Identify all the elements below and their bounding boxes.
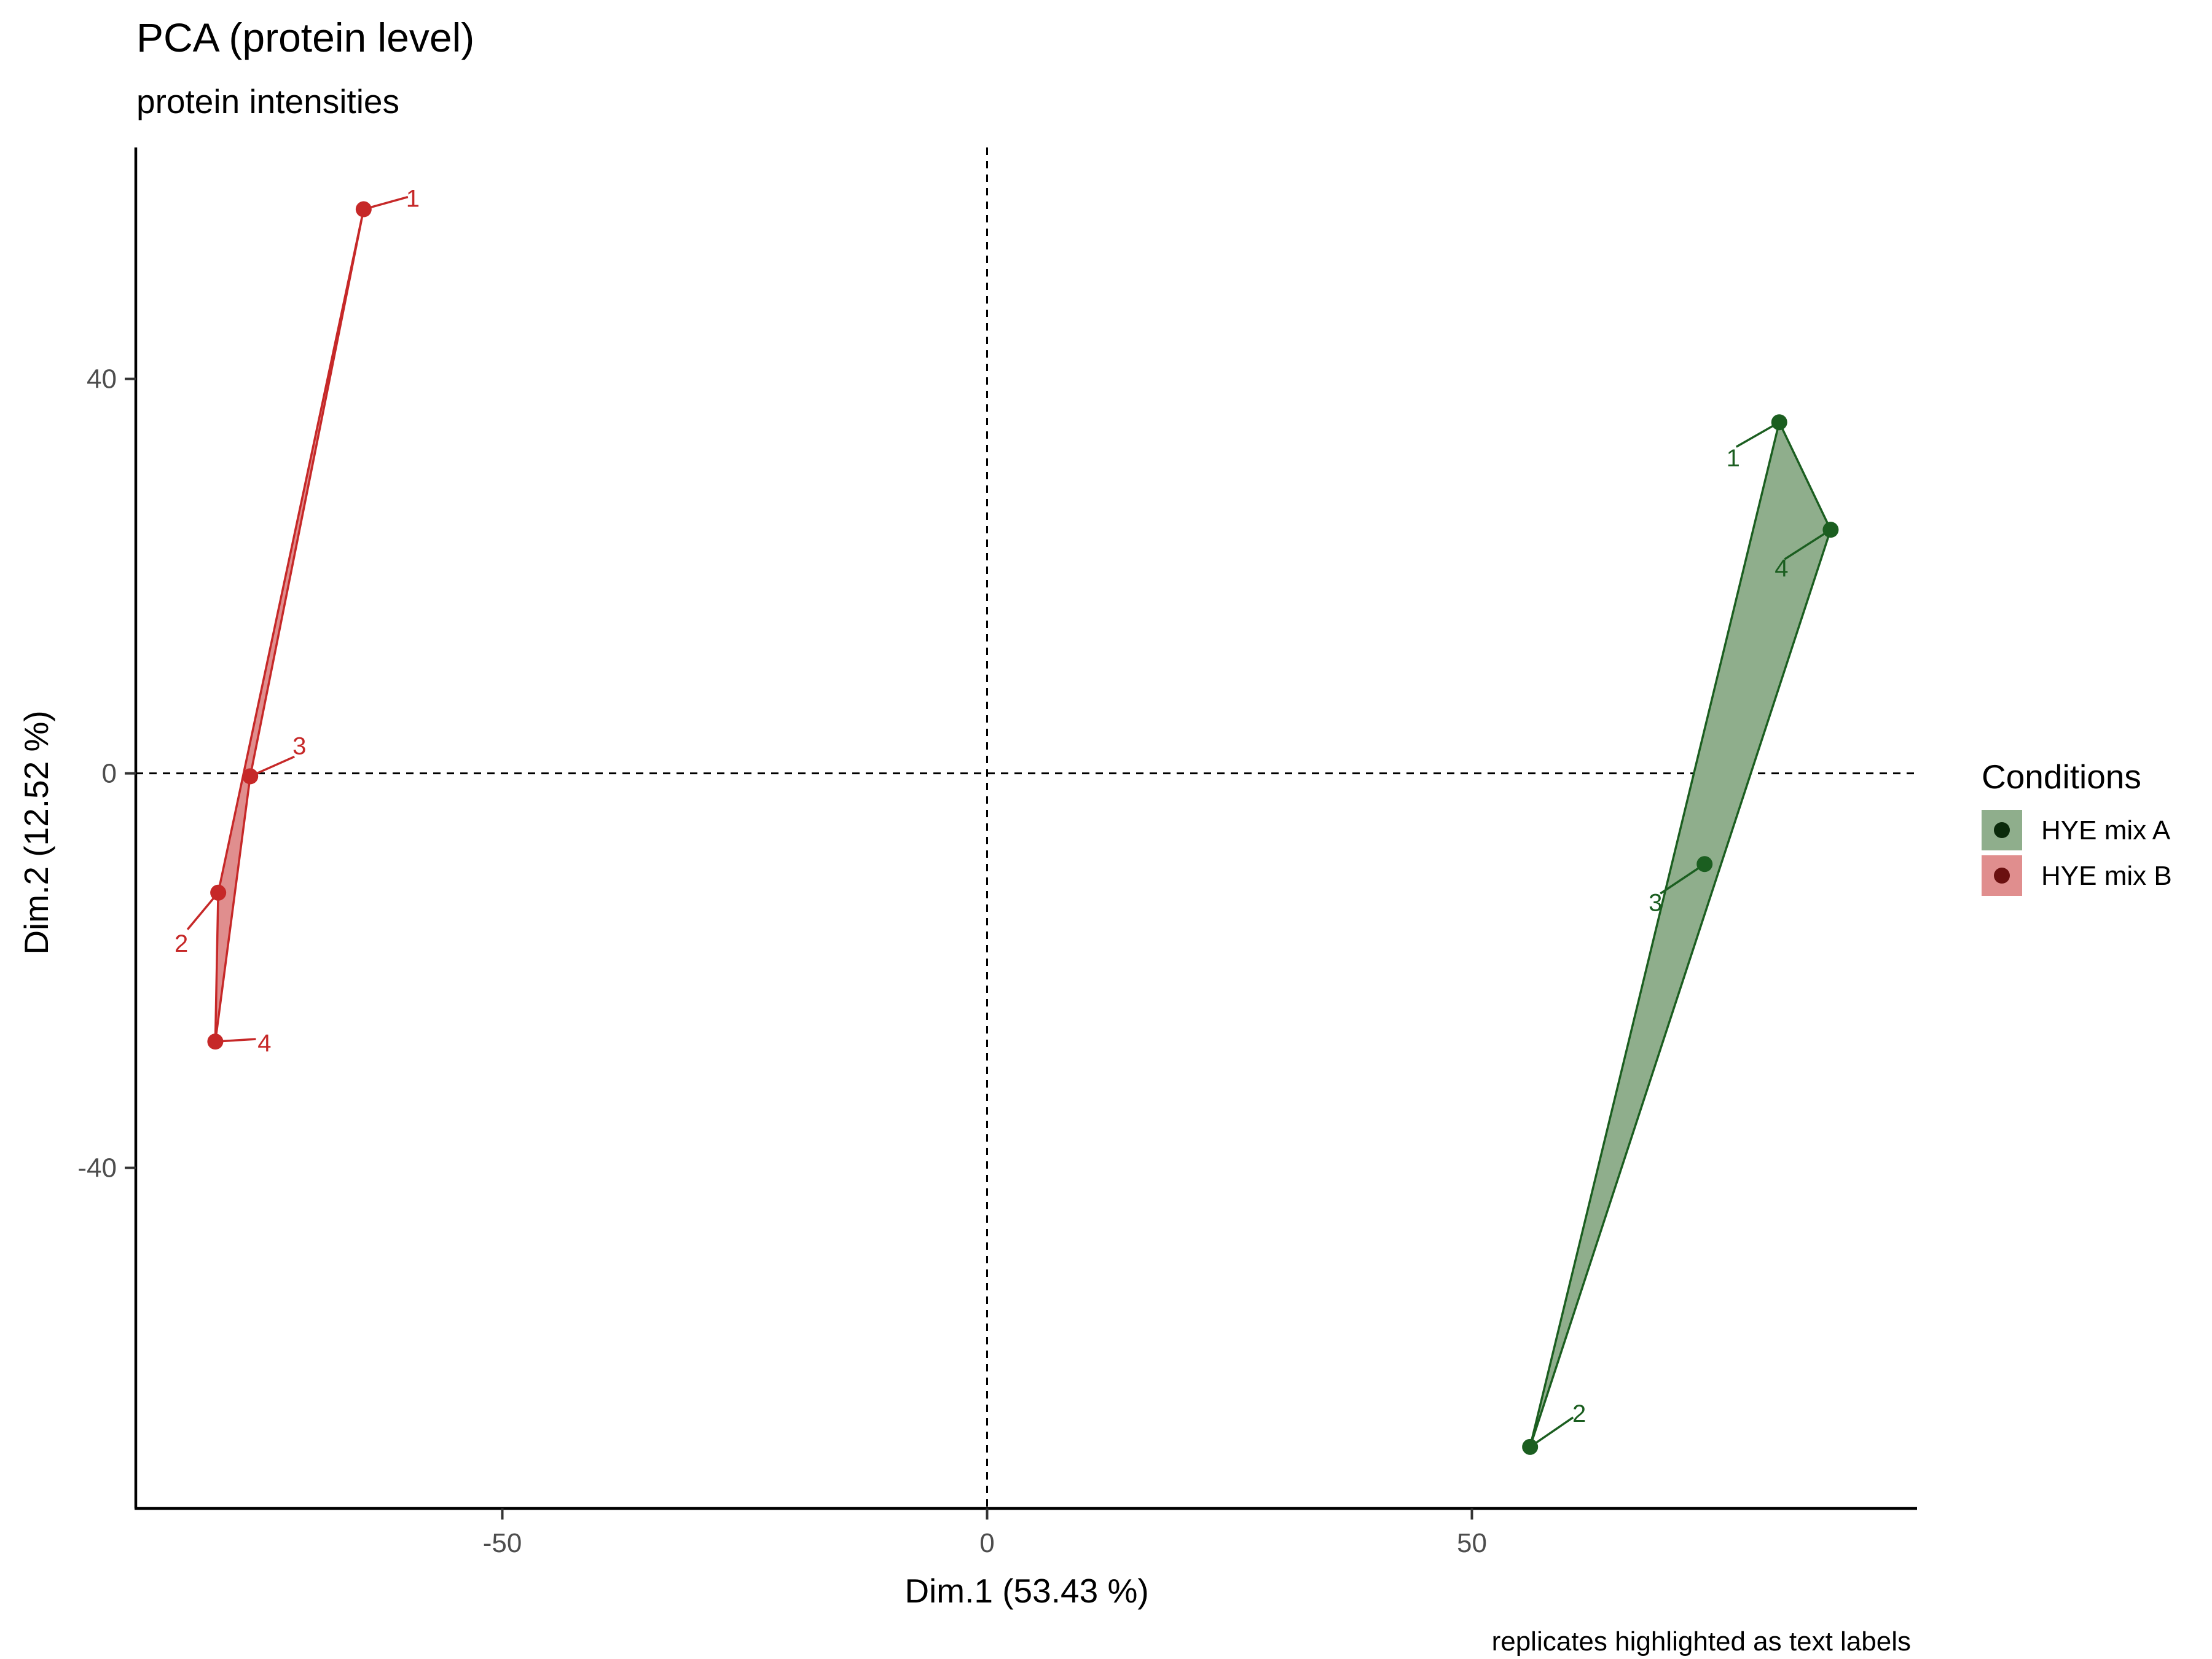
chart-caption: replicates highlighted as text labels bbox=[1492, 1626, 1911, 1657]
chart-title: PCA (protein level) bbox=[136, 15, 474, 60]
plot-area: 1 2 3 4 1 2 3 4 bbox=[136, 147, 1917, 1508]
point-label: 3 bbox=[292, 732, 306, 759]
legend-label: HYE mix A bbox=[2041, 815, 2171, 845]
x-tick-label: -50 bbox=[483, 1528, 522, 1558]
point-label: 2 bbox=[175, 930, 188, 957]
hull-hye-mix-a bbox=[1529, 421, 1832, 1448]
legend-key-point bbox=[1994, 868, 2010, 884]
y-axis-title: Dim.2 (12.52 %) bbox=[17, 710, 55, 954]
data-point bbox=[207, 1033, 224, 1050]
point-label: 1 bbox=[406, 186, 420, 213]
data-point bbox=[1696, 856, 1713, 873]
x-axis-title: Dim.1 (53.43 %) bbox=[904, 1572, 1148, 1610]
point-label: 1 bbox=[1727, 445, 1740, 472]
legend: Conditions HYE mix A HYE mix B bbox=[1982, 758, 2172, 896]
point-label: 4 bbox=[1775, 555, 1788, 582]
y-tick-label: 0 bbox=[102, 759, 117, 789]
legend-key-point bbox=[1994, 822, 2010, 838]
legend-title: Conditions bbox=[1982, 758, 2141, 796]
label-connector bbox=[1529, 1416, 1574, 1448]
y-tick-label: 40 bbox=[87, 364, 117, 394]
legend-label: HYE mix B bbox=[2041, 861, 2172, 891]
data-point bbox=[1522, 1438, 1539, 1455]
hull-hye-mix-b bbox=[214, 208, 365, 1043]
data-point bbox=[242, 768, 259, 785]
point-label: 3 bbox=[1649, 889, 1662, 916]
label-connector bbox=[249, 755, 295, 778]
series-hye-mix-b: 1 2 3 4 bbox=[175, 186, 420, 1057]
point-label: 4 bbox=[257, 1030, 271, 1057]
data-point bbox=[210, 884, 227, 901]
label-connector bbox=[186, 892, 219, 930]
data-point bbox=[1822, 522, 1839, 538]
chart-subtitle: protein intensities bbox=[136, 82, 399, 120]
y-tick-label: -40 bbox=[77, 1153, 117, 1183]
x-axis-ticks: -50 0 50 bbox=[483, 1508, 1487, 1558]
label-connector bbox=[1735, 421, 1780, 448]
point-label: 2 bbox=[1572, 1400, 1586, 1427]
label-connector bbox=[1660, 863, 1706, 895]
data-point bbox=[355, 201, 372, 218]
x-tick-label: 50 bbox=[1457, 1528, 1487, 1558]
x-tick-label: 0 bbox=[979, 1528, 994, 1558]
y-axis-ticks: -40 0 40 bbox=[77, 364, 136, 1183]
label-connector bbox=[1784, 528, 1832, 560]
data-point bbox=[1771, 414, 1787, 431]
series-hye-mix-a: 1 2 3 4 bbox=[1522, 414, 1839, 1455]
